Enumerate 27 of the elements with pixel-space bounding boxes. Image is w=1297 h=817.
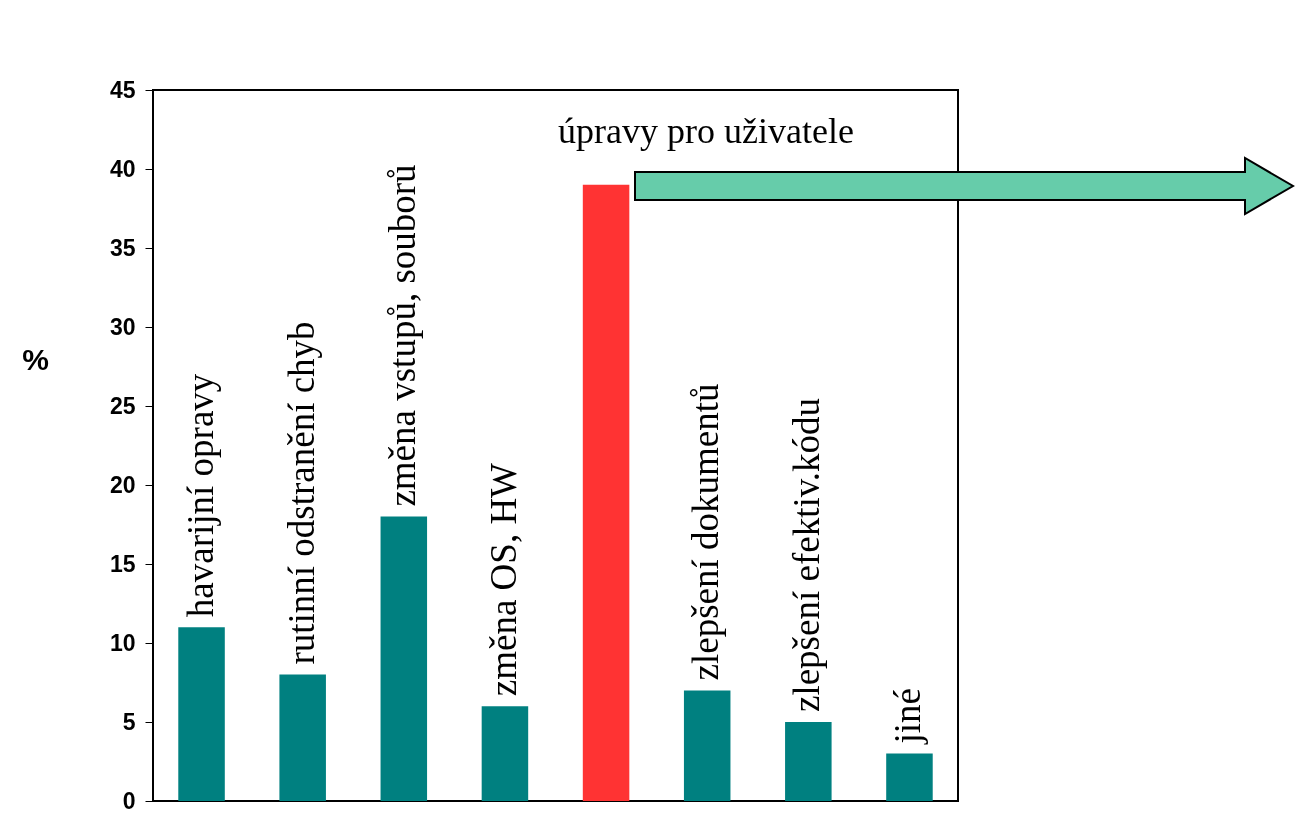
y-tick-label: 20 xyxy=(109,471,136,498)
y-tick-label: 15 xyxy=(109,550,136,577)
bar xyxy=(683,690,731,801)
x-tick-label: zlepšení dokumentů xyxy=(685,383,727,681)
y-tick-label: 10 xyxy=(109,629,136,656)
y-tick-label: 35 xyxy=(109,234,136,261)
y-tick-label: 45 xyxy=(109,76,136,103)
bar xyxy=(380,516,428,801)
x-tick-label: změna vstupů, souborů xyxy=(381,164,423,507)
bar xyxy=(279,674,326,801)
bar xyxy=(582,184,630,801)
bar xyxy=(886,753,933,801)
y-tick-label: 25 xyxy=(109,392,136,419)
y-axis-title: % xyxy=(22,342,49,376)
x-tick-label: rutinní odstranění chyb xyxy=(280,321,322,665)
x-tick-label: zlepšení efektiv.kódu xyxy=(786,397,828,712)
bar xyxy=(785,722,832,801)
x-tick-label: jiné xyxy=(887,688,929,746)
y-tick-label: 0 xyxy=(122,787,136,814)
y-tick-label: 5 xyxy=(122,708,136,735)
bar xyxy=(178,627,225,801)
x-tick-label: havarijní opravy xyxy=(179,373,221,618)
annotation: úpravy pro uživatele xyxy=(558,111,854,151)
bar xyxy=(481,706,529,801)
x-tick-label: změna OS, HW xyxy=(482,462,524,697)
y-tick-label: 30 xyxy=(109,313,136,340)
y-tick-label: 40 xyxy=(109,155,136,182)
